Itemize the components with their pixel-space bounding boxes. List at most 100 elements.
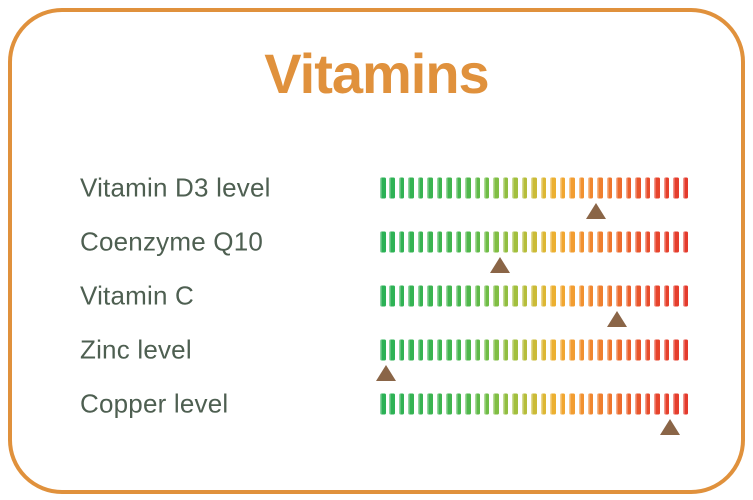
scale-tick bbox=[644, 285, 651, 307]
scale-tick bbox=[673, 231, 679, 253]
scale-tick bbox=[625, 231, 632, 253]
scale-tick bbox=[673, 285, 679, 307]
scale-tick bbox=[436, 177, 443, 199]
scale-tick bbox=[625, 339, 632, 361]
vitamin-label: Vitamin D3 level bbox=[80, 172, 271, 203]
scale-tick bbox=[493, 231, 499, 253]
scale-tick bbox=[540, 285, 547, 307]
level-marker-triangle-icon bbox=[490, 257, 511, 273]
scale-tick bbox=[606, 231, 613, 253]
scale-tick bbox=[682, 339, 688, 361]
scale-tick bbox=[512, 231, 518, 253]
scale-tick bbox=[587, 339, 594, 361]
scale-tick bbox=[455, 177, 462, 199]
scale-tick bbox=[417, 177, 424, 199]
scale-tick bbox=[654, 393, 660, 415]
scale-tick bbox=[597, 393, 603, 415]
scale-tick bbox=[417, 339, 424, 361]
scale-tick bbox=[408, 339, 414, 361]
scale-tick bbox=[427, 285, 433, 307]
scale-tick bbox=[512, 285, 518, 307]
scale-tick bbox=[502, 393, 509, 415]
scale-tick bbox=[531, 393, 537, 415]
scale-tick bbox=[531, 177, 537, 199]
scale-tick bbox=[483, 231, 490, 253]
scale-tick bbox=[644, 231, 651, 253]
scale-tick bbox=[521, 339, 528, 361]
scale-tick bbox=[455, 393, 462, 415]
scale-tick bbox=[540, 177, 547, 199]
scale-tick bbox=[493, 393, 499, 415]
scale-tick bbox=[587, 285, 594, 307]
scale-tick bbox=[682, 231, 688, 253]
scale-tick bbox=[446, 339, 452, 361]
scale-tick bbox=[474, 393, 481, 415]
scale-tick bbox=[654, 231, 660, 253]
scale-tick bbox=[427, 393, 433, 415]
scale-tick bbox=[483, 393, 490, 415]
scale-tick bbox=[436, 285, 443, 307]
scale-tick bbox=[436, 393, 443, 415]
scale-tick bbox=[493, 177, 499, 199]
vitamin-rows: Vitamin D3 level Coenzyme Q10 Vitamin C … bbox=[0, 161, 753, 435]
scale-tick bbox=[389, 231, 395, 253]
scale-tick bbox=[550, 231, 556, 253]
level-marker-triangle-icon bbox=[376, 365, 397, 381]
scale-tick bbox=[654, 177, 660, 199]
scale-tick bbox=[417, 231, 424, 253]
scale-tick bbox=[465, 339, 471, 361]
color-scale-bar bbox=[380, 339, 688, 361]
scale-tick bbox=[408, 393, 414, 415]
scale-tick bbox=[465, 393, 471, 415]
scale-tick bbox=[597, 177, 603, 199]
scale-tick bbox=[606, 285, 613, 307]
scale-tick bbox=[512, 339, 518, 361]
scale-tick bbox=[578, 339, 585, 361]
scale-tick bbox=[427, 177, 433, 199]
scale-tick bbox=[578, 231, 585, 253]
scale-tick bbox=[446, 177, 452, 199]
scale-tick bbox=[483, 339, 490, 361]
scale-tick bbox=[616, 285, 622, 307]
scale-tick bbox=[625, 285, 632, 307]
scale-tick bbox=[521, 177, 528, 199]
scale-tick bbox=[606, 393, 613, 415]
scale-tick bbox=[417, 393, 424, 415]
scale-tick bbox=[587, 177, 594, 199]
scale-tick bbox=[398, 339, 405, 361]
scale-tick bbox=[654, 285, 660, 307]
scale-tick bbox=[569, 231, 575, 253]
vitamin-row: Vitamin C bbox=[0, 269, 753, 327]
scale-tick bbox=[512, 177, 518, 199]
scale-tick bbox=[682, 177, 688, 199]
vitamin-row: Coenzyme Q10 bbox=[0, 215, 753, 273]
scale-tick bbox=[550, 177, 556, 199]
scale-tick bbox=[389, 339, 395, 361]
scale-tick bbox=[455, 231, 462, 253]
scale-tick bbox=[389, 393, 395, 415]
scale-tick bbox=[502, 285, 509, 307]
scale-tick bbox=[446, 393, 452, 415]
page-title: Vitamins bbox=[264, 42, 489, 105]
scale-tick bbox=[635, 339, 641, 361]
vitamin-label: Coenzyme Q10 bbox=[80, 226, 264, 257]
scale-tick bbox=[502, 339, 509, 361]
scale-tick bbox=[502, 231, 509, 253]
scale-tick bbox=[502, 177, 509, 199]
scale-tick bbox=[673, 393, 679, 415]
scale-tick bbox=[616, 339, 622, 361]
vitamin-label: Vitamin C bbox=[80, 280, 195, 311]
scale-tick bbox=[635, 231, 641, 253]
scale-tick bbox=[644, 393, 651, 415]
scale-tick bbox=[644, 177, 651, 199]
scale-tick bbox=[616, 177, 622, 199]
scale-tick bbox=[635, 393, 641, 415]
scale-tick bbox=[616, 393, 622, 415]
scale-tick bbox=[540, 339, 547, 361]
scale-tick bbox=[682, 285, 688, 307]
scale-tick bbox=[587, 393, 594, 415]
scale-tick bbox=[531, 285, 537, 307]
scale-tick bbox=[398, 285, 405, 307]
scale-tick bbox=[606, 339, 613, 361]
